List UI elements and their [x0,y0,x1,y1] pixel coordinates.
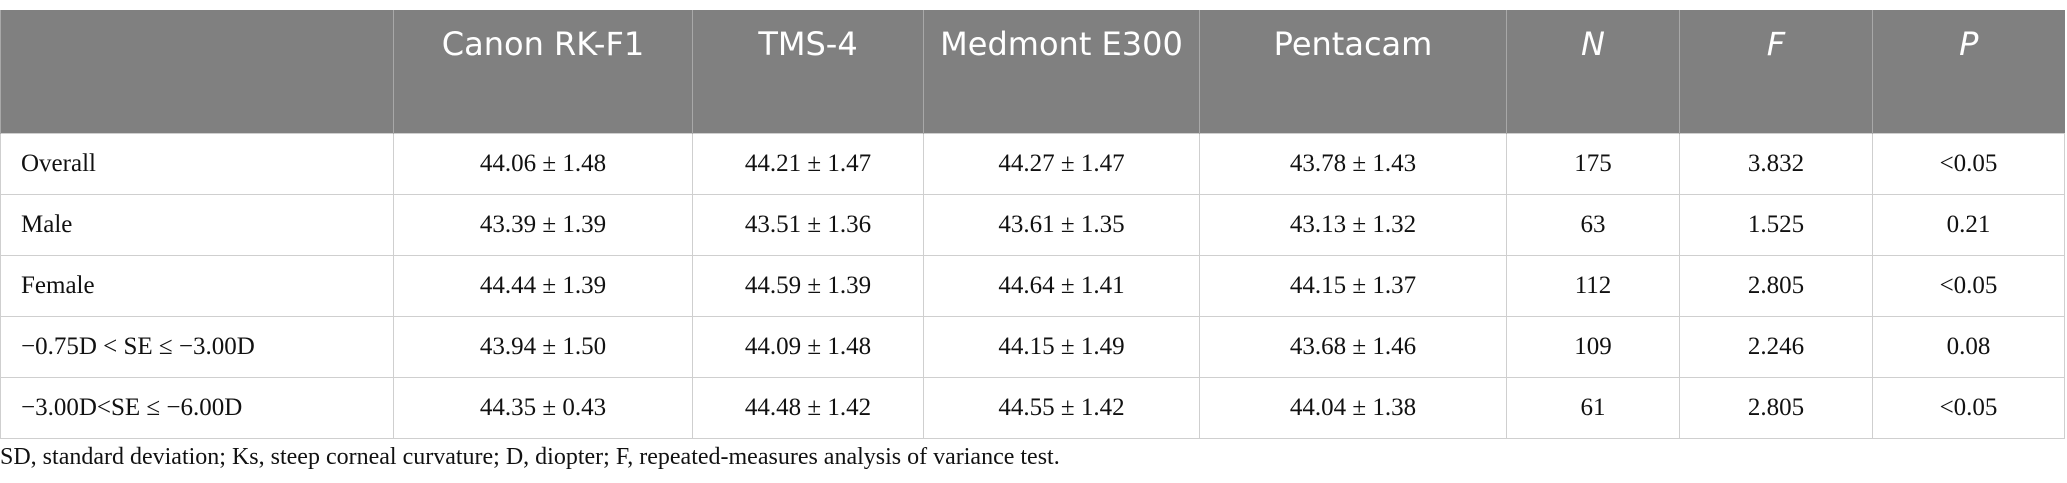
table-cell: 44.35 ± 0.43 [393,377,693,439]
table-cell: 3.832 [1679,133,1873,195]
header-row: Canon RK-F1 TMS-4 Medmont E300 Pentacam N F P [0,10,2065,134]
table-cell: 44.27 ± 1.47 [923,133,1200,195]
table-row: −3.00D<SE ≤ −6.00D 44.35 ± 0.43 44.48 ± 1.… [0,377,2065,439]
table-cell: <0.05 [1872,377,2065,439]
header-cell: TMS-4 [692,10,924,134]
table-cell: <0.05 [1872,133,2065,195]
header-cell: P [1872,10,2065,134]
footnote: SD, standard deviation; Ks, steep cornea… [0,444,1060,470]
table-cell: 44.15 ± 1.49 [923,316,1200,378]
table-cell: 43.78 ± 1.43 [1199,133,1507,195]
table-cell: 44.09 ± 1.48 [692,316,924,378]
table-cell: 43.68 ± 1.46 [1199,316,1507,378]
row-label: −0.75D < SE ≤ −3.00D [0,316,394,378]
table-cell: 44.06 ± 1.48 [393,133,693,195]
header-cell [0,10,394,134]
table-cell: 109 [1506,316,1680,378]
row-label: Overall [0,133,394,195]
row-label: Female [0,255,394,317]
table-cell: 44.59 ± 1.39 [692,255,924,317]
table-cell: 0.21 [1872,194,2065,256]
table-cell: 43.39 ± 1.39 [393,194,693,256]
table-cell: 61 [1506,377,1680,439]
table-cell: 43.51 ± 1.36 [692,194,924,256]
table-cell: 44.21 ± 1.47 [692,133,924,195]
table-cell: 175 [1506,133,1680,195]
table-cell: 2.805 [1679,377,1873,439]
table-cell: 1.525 [1679,194,1873,256]
table-cell: 44.15 ± 1.37 [1199,255,1507,317]
table-row: Male 43.39 ± 1.39 43.51 ± 1.36 43.61 ± 1.35… [0,194,2065,256]
table-row: Overall 44.06 ± 1.48 44.21 ± 1.47 44.27 ± 1… [0,133,2065,195]
table-cell: 44.44 ± 1.39 [393,255,693,317]
table-cell: <0.05 [1872,255,2065,317]
table-cell: 43.94 ± 1.50 [393,316,693,378]
table-cell: 44.64 ± 1.41 [923,255,1200,317]
table-cell: 63 [1506,194,1680,256]
header-cell: Canon RK-F1 [393,10,693,134]
row-label: −3.00D<SE ≤ −6.00D [0,377,394,439]
header-cell: N [1506,10,1680,134]
table-row: Female 44.44 ± 1.39 44.59 ± 1.39 44.64 ± 1.… [0,255,2065,317]
table-cell: 43.61 ± 1.35 [923,194,1200,256]
table-cell: 2.246 [1679,316,1873,378]
header-cell: Medmont E300 [923,10,1200,134]
table-body: Overall 44.06 ± 1.48 44.21 ± 1.47 44.27 ± 1… [0,133,2065,439]
table-cell: 0.08 [1872,316,2065,378]
table-cell: 112 [1506,255,1680,317]
header-cell: F [1679,10,1873,134]
table-cell: 44.48 ± 1.42 [692,377,924,439]
data-table: Canon RK-F1 TMS-4 Medmont E300 Pentacam N F P … [0,10,2065,439]
table-cell: 43.13 ± 1.32 [1199,194,1507,256]
table-cell: 44.04 ± 1.38 [1199,377,1507,439]
row-label: Male [0,194,394,256]
table-row: −0.75D < SE ≤ −3.00D 43.94 ± 1.50 44.09 ± … [0,316,2065,378]
header-cell: Pentacam [1199,10,1507,134]
table-cell: 2.805 [1679,255,1873,317]
table-cell: 44.55 ± 1.42 [923,377,1200,439]
